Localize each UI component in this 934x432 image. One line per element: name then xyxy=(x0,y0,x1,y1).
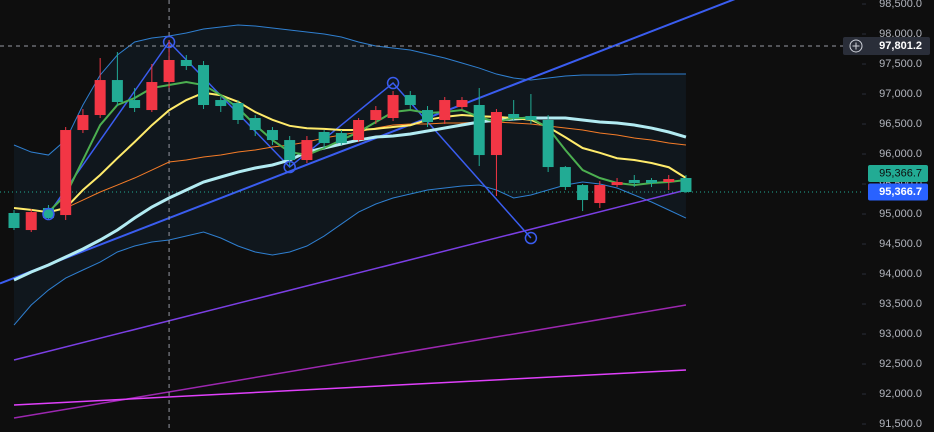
candle-body xyxy=(284,140,296,161)
candle-body xyxy=(663,179,675,183)
y-tick-label: 97,500.0 xyxy=(879,58,922,70)
band-fill xyxy=(14,25,686,326)
last-price-label: 95,366.7 xyxy=(879,186,922,198)
candle-body xyxy=(456,100,468,108)
candle-body xyxy=(490,112,502,156)
candle-body xyxy=(266,130,278,141)
candle-body xyxy=(215,100,227,107)
candle-body xyxy=(542,120,554,168)
y-tick-label: 98,000.0 xyxy=(879,28,922,40)
y-tick-label: 92,500.0 xyxy=(879,358,922,370)
y-tick-label: 94,500.0 xyxy=(879,238,922,250)
candle-body xyxy=(77,115,89,131)
candle-body xyxy=(111,80,123,102)
plot-area xyxy=(0,0,862,432)
candle-body xyxy=(180,60,192,66)
candle-body xyxy=(387,95,399,119)
candle-body xyxy=(525,116,537,120)
drawing-line xyxy=(13,189,687,361)
y-tick-label: 92,000.0 xyxy=(879,388,922,400)
candle-body xyxy=(353,120,365,141)
band-upper xyxy=(13,24,686,156)
candle-body xyxy=(94,80,106,116)
candle-body xyxy=(370,110,382,120)
y-tick-label: 98,500.0 xyxy=(879,0,922,10)
candle-body xyxy=(559,167,571,188)
candle-body xyxy=(301,140,313,161)
add-alert-icon-plus xyxy=(852,42,860,50)
candle-body xyxy=(163,60,175,83)
pivot-marker xyxy=(283,160,296,174)
drawing-line xyxy=(13,369,687,406)
candle-body xyxy=(473,105,485,156)
y-tick-label: 95,000.0 xyxy=(879,208,922,220)
candle-body xyxy=(42,208,54,219)
price-axis: 91,500.0 92,000.0 92,500.0 93,000.0 93,500.0… xyxy=(843,0,930,430)
indicator-line xyxy=(13,91,687,214)
band-lower xyxy=(13,181,687,326)
y-tick-label: 96,000.0 xyxy=(879,148,922,160)
add-alert-icon[interactable] xyxy=(849,39,863,53)
y-tick-label: 93,500.0 xyxy=(879,298,922,310)
y-tick-label: 94,000.0 xyxy=(879,268,922,280)
candle-body xyxy=(129,100,141,108)
symbol-price-label: 95,366.7 xyxy=(879,167,922,179)
candle-body xyxy=(439,100,451,120)
candle-body xyxy=(318,132,330,144)
indicator-line xyxy=(13,116,687,282)
pivot-marker xyxy=(162,35,176,49)
pivot-marker xyxy=(386,76,400,90)
y-tick-label: 91,500.0 xyxy=(879,418,922,430)
pivot-marker xyxy=(524,231,538,245)
candle-body xyxy=(508,114,520,119)
candle-body xyxy=(422,110,434,123)
candle-body xyxy=(611,182,623,186)
candle-body xyxy=(60,130,72,216)
y-tick-label: 97,000.0 xyxy=(879,88,922,100)
candle-body xyxy=(646,180,658,183)
candle-body xyxy=(628,180,640,183)
candle-body xyxy=(594,185,606,204)
candle-body xyxy=(8,213,20,228)
candle-body xyxy=(680,178,692,193)
pivot-marker xyxy=(42,207,55,221)
countdown-label-box xyxy=(868,165,928,183)
candle-body xyxy=(232,103,244,120)
y-tick-label: 93,000.0 xyxy=(879,328,922,340)
candle-body xyxy=(25,212,37,231)
candle-body xyxy=(249,118,261,131)
candle-body xyxy=(404,95,416,105)
last-price-label-box xyxy=(868,183,928,201)
crosshair-price-label: 97,801.2 xyxy=(879,40,922,52)
crosshair-label-box xyxy=(843,36,930,55)
candle-body xyxy=(577,185,589,201)
y-tick-label: 96,500.0 xyxy=(879,118,922,130)
candle-body xyxy=(198,65,210,105)
candle-body xyxy=(146,82,158,111)
candle-body xyxy=(335,133,347,144)
